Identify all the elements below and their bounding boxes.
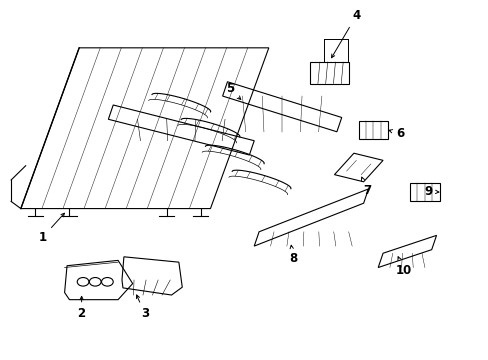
Text: 3: 3 [136,295,148,320]
Text: 1: 1 [39,213,64,244]
Text: 4: 4 [331,9,360,58]
Text: 5: 5 [225,82,240,99]
Text: 7: 7 [361,177,370,197]
Text: 8: 8 [288,245,297,265]
Text: 6: 6 [388,127,404,140]
Text: 2: 2 [78,296,85,320]
Text: 9: 9 [423,185,438,198]
Text: 10: 10 [395,257,411,276]
